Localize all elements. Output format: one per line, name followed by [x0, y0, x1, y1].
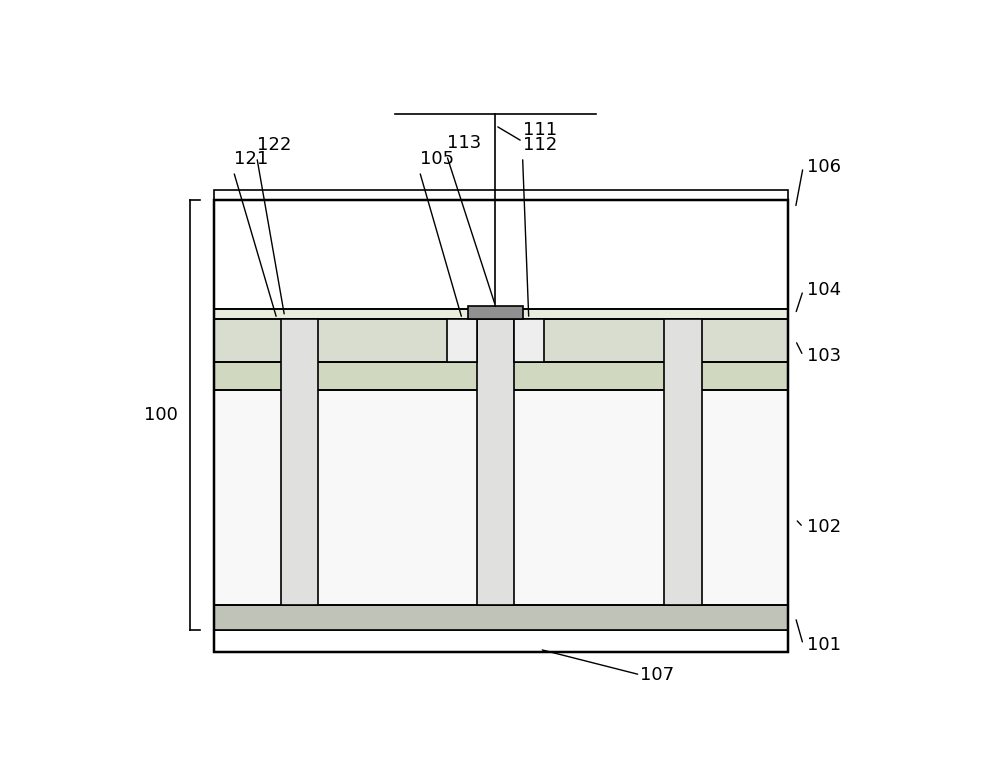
Text: 105: 105: [420, 151, 454, 169]
Bar: [514, 319, 544, 362]
Bar: [214, 190, 788, 309]
Bar: [468, 306, 523, 319]
Text: 112: 112: [523, 136, 557, 154]
Bar: [214, 604, 788, 630]
Text: 107: 107: [640, 666, 674, 684]
Bar: [664, 319, 702, 604]
Bar: [214, 390, 788, 604]
Bar: [468, 306, 523, 319]
Bar: [447, 319, 477, 362]
Text: 100: 100: [144, 406, 178, 424]
Bar: [214, 604, 788, 630]
Text: 121: 121: [234, 151, 268, 169]
Text: 104: 104: [807, 281, 841, 299]
Bar: [477, 319, 514, 604]
Bar: [214, 309, 788, 319]
Text: 103: 103: [807, 347, 841, 365]
Bar: [664, 319, 702, 604]
Bar: [214, 630, 788, 652]
Bar: [477, 319, 514, 604]
Bar: [214, 390, 788, 604]
Text: 111: 111: [523, 121, 557, 138]
Bar: [214, 200, 788, 652]
Text: 102: 102: [807, 518, 841, 536]
Bar: [514, 319, 544, 362]
Bar: [214, 319, 788, 362]
Bar: [447, 319, 477, 362]
Bar: [214, 309, 788, 319]
Bar: [214, 319, 788, 362]
Bar: [281, 319, 318, 604]
Bar: [214, 362, 788, 390]
Text: 122: 122: [257, 136, 291, 154]
Text: 101: 101: [807, 635, 841, 653]
Text: 113: 113: [447, 135, 481, 152]
Text: 106: 106: [807, 158, 841, 176]
Bar: [281, 319, 318, 604]
Bar: [214, 362, 788, 390]
